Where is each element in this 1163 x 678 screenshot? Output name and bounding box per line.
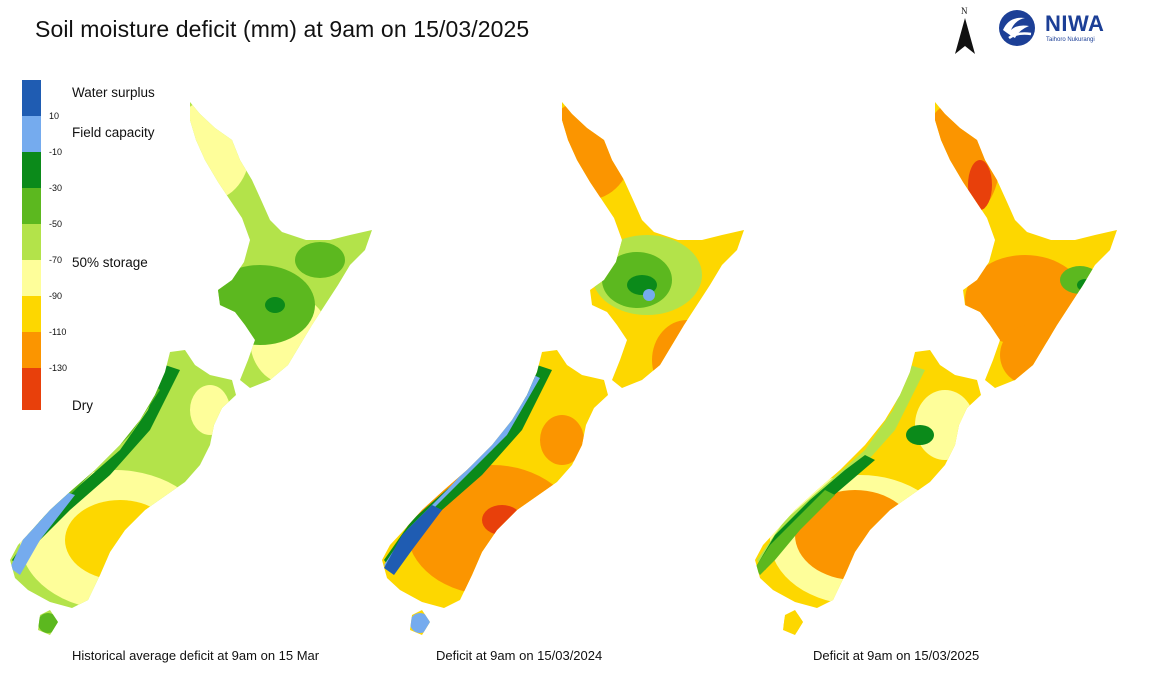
north-arrow-icon	[955, 18, 975, 54]
map-caption-historical: Historical average deficit at 9am on 15 …	[72, 648, 320, 663]
map-2025	[755, 102, 1117, 635]
legend-label-water-surplus: Water surplus	[72, 85, 155, 100]
legend-swatch-30	[22, 188, 41, 224]
legend-tick: -50	[49, 219, 63, 229]
legend-swatch-90	[22, 296, 41, 332]
legend-label-field-capacity: Field capacity	[72, 125, 155, 140]
legend-swatch-50	[22, 224, 41, 260]
legend-tick: -90	[49, 291, 63, 301]
map-2024	[382, 102, 744, 635]
map-historical	[10, 102, 372, 635]
legend: 10 -10 -30 -50 -70 -90 -110 -130 Water s…	[22, 80, 222, 415]
map-caption-2025: Deficit at 9am on 15/03/2025	[813, 648, 980, 663]
niwa-swirl-icon	[999, 10, 1035, 46]
legend-label-dry: Dry	[72, 398, 93, 413]
legend-tick: -10	[49, 147, 63, 157]
legend-swatch-70	[22, 260, 41, 296]
legend-tick: -110	[49, 327, 67, 337]
north-arrow: N	[953, 6, 977, 54]
legend-swatch-field-capacity	[22, 116, 41, 152]
legend-tick: 10	[49, 111, 60, 121]
legend-tick: -70	[49, 255, 63, 265]
legend-tick: -130	[49, 363, 68, 373]
niwa-logo: NIWA Taihoro Nukurangi	[995, 8, 1125, 48]
legend-label-storage: 50% storage	[72, 255, 148, 270]
north-label: N	[961, 6, 968, 16]
legend-swatch-110	[22, 332, 41, 368]
legend-swatch-water-surplus	[22, 80, 41, 116]
map-caption-2024: Deficit at 9am on 15/03/2024	[436, 648, 603, 663]
legend-tick: -30	[49, 183, 63, 193]
map-title: Soil moisture deficit (mm) at 9am on 15/…	[35, 16, 530, 42]
logo-subtitle: Taihoro Nukurangi	[1046, 37, 1095, 43]
legend-swatch-10	[22, 152, 41, 188]
logo-wordmark: NIWA	[1045, 11, 1105, 36]
legend-swatch-dry	[22, 368, 41, 410]
